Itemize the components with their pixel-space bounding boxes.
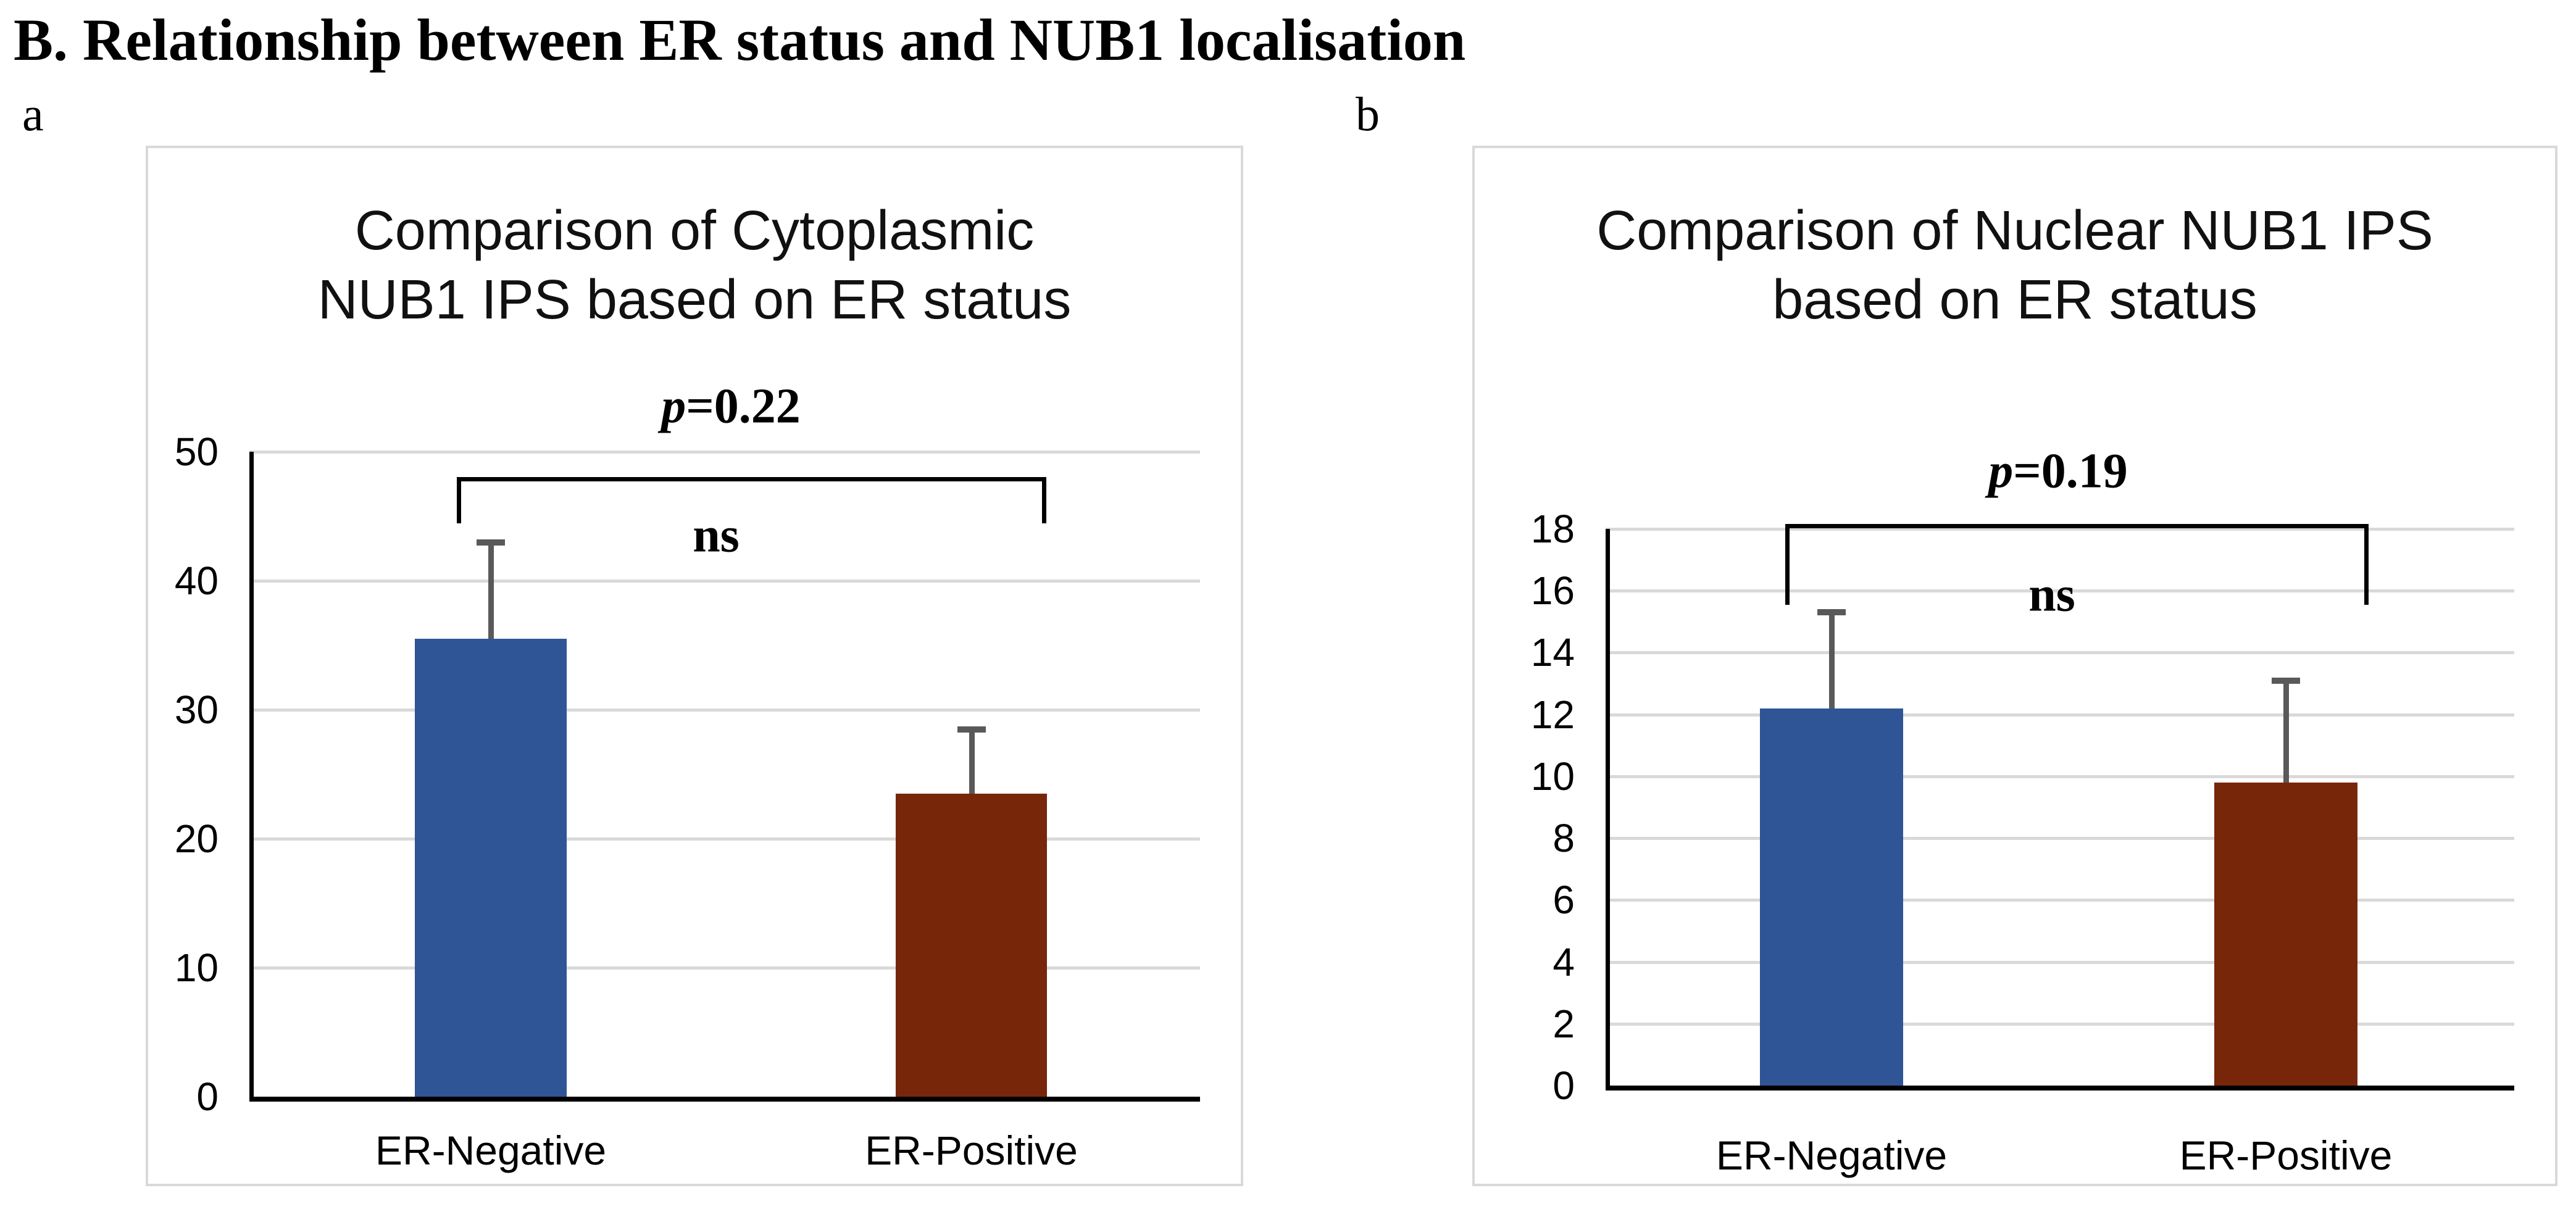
gridline-y-6 bbox=[1606, 899, 2514, 902]
x-axis-category-label: ER-Negative bbox=[375, 1128, 607, 1173]
x-axis-line bbox=[1606, 1086, 2514, 1091]
error-bar-line-er-negative bbox=[1829, 609, 1835, 708]
panel-a-marker: a bbox=[22, 87, 44, 141]
error-bar-line-er-negative bbox=[488, 539, 494, 639]
x-axis-category-label: ER-Negative bbox=[1715, 1132, 1948, 1178]
y-axis-tick-label-20: 20 bbox=[174, 816, 219, 861]
error-bar-cap-er-negative bbox=[1817, 609, 1846, 616]
error-bar-cap-er-positive bbox=[2272, 677, 2300, 684]
gridline-y-14 bbox=[1606, 651, 2514, 655]
y-axis-tick-label-0: 0 bbox=[1553, 1063, 1575, 1108]
x-axis-line bbox=[249, 1097, 1200, 1102]
p-symbol: p bbox=[661, 379, 686, 434]
y-axis-line bbox=[1606, 529, 1610, 1091]
y-axis-tick-label-18: 18 bbox=[1530, 507, 1575, 551]
y-axis-tick-label-16: 16 bbox=[1530, 568, 1575, 613]
p-value-label: p=0.22 bbox=[661, 379, 801, 435]
y-axis-tick-label-14: 14 bbox=[1530, 630, 1575, 675]
y-axis-tick-label-10: 10 bbox=[1530, 754, 1575, 799]
y-axis-tick-label-6: 6 bbox=[1553, 878, 1575, 923]
y-axis-line bbox=[249, 452, 254, 1102]
y-axis-tick-label-12: 12 bbox=[1530, 692, 1575, 737]
ns-label: ns bbox=[2028, 567, 2075, 622]
error-bar-cap-er-negative bbox=[477, 539, 505, 546]
y-axis-tick-label-30: 30 bbox=[174, 688, 219, 732]
gridline-y-20 bbox=[249, 837, 1200, 841]
p-symbol: p bbox=[1988, 444, 2014, 499]
p-value-text: =0.19 bbox=[2013, 444, 2128, 499]
y-axis-tick-label-2: 2 bbox=[1553, 1001, 1575, 1046]
y-axis-tick-label-50: 50 bbox=[174, 430, 219, 474]
gridline-y-10 bbox=[249, 966, 1200, 970]
significance-bracket-top bbox=[457, 477, 1046, 481]
bar-er-positive bbox=[896, 793, 1047, 1097]
ns-label: ns bbox=[693, 508, 740, 563]
chart-title-line: Comparison of Cytoplasmic bbox=[354, 200, 1035, 262]
chart-title-line: NUB1 IPS based on ER status bbox=[317, 269, 1072, 331]
significance-bracket-right-leg bbox=[2364, 524, 2369, 605]
gridline-y-10 bbox=[1606, 775, 2514, 778]
significance-bracket-left-leg bbox=[1785, 524, 1790, 605]
y-axis-tick-label-4: 4 bbox=[1553, 939, 1575, 984]
chart-title-line: Comparison of Nuclear NUB1 IPS bbox=[1596, 200, 2433, 262]
gridline-y-8 bbox=[1606, 837, 2514, 841]
gridline-y-40 bbox=[249, 580, 1200, 583]
chart-title: Comparison of Cytoplasmic NUB1 IPS based … bbox=[148, 196, 1241, 334]
significance-bracket-top bbox=[1785, 524, 2369, 528]
x-axis-category-label: ER-Positive bbox=[865, 1128, 1078, 1173]
gridline-y-50 bbox=[249, 451, 1200, 454]
p-value-label: p=0.19 bbox=[1988, 444, 2128, 500]
bar-er-negative bbox=[1760, 708, 1903, 1086]
y-axis-tick-label-8: 8 bbox=[1553, 816, 1575, 861]
p-value-text: =0.22 bbox=[686, 379, 801, 434]
significance-bracket-left-leg bbox=[457, 477, 461, 523]
gridline-y-4 bbox=[1606, 960, 2514, 964]
panel-b-marker: b bbox=[1356, 87, 1380, 141]
significance-bracket-right-leg bbox=[1042, 477, 1046, 523]
bar-er-positive bbox=[2214, 782, 2357, 1086]
chart-title-line: based on ER status bbox=[1772, 269, 2257, 331]
y-axis-tick-label-40: 40 bbox=[174, 559, 219, 603]
y-axis-tick-label-10: 10 bbox=[174, 945, 219, 990]
error-bar-line-er-positive bbox=[969, 726, 975, 794]
error-bar-cap-er-positive bbox=[957, 726, 986, 733]
x-axis-category-label: ER-Positive bbox=[2179, 1132, 2393, 1178]
chart-title: Comparison of Nuclear NUB1 IPS based on E… bbox=[1475, 196, 2555, 334]
gridline-y-30 bbox=[249, 708, 1200, 712]
bar-er-negative bbox=[415, 639, 567, 1097]
figure-heading: B. Relationship between ER status and NU… bbox=[14, 7, 1466, 73]
error-bar-line-er-positive bbox=[2283, 677, 2289, 783]
gridline-y-2 bbox=[1606, 1022, 2514, 1026]
gridline-y-16 bbox=[1606, 589, 2514, 593]
gridline-y-12 bbox=[1606, 713, 2514, 717]
chart-panel-b: Comparison of Nuclear NUB1 IPS based on E… bbox=[1472, 146, 2557, 1186]
gridline-y-18 bbox=[1606, 528, 2514, 531]
chart-panel-a: Comparison of Cytoplasmic NUB1 IPS based … bbox=[146, 146, 1243, 1186]
y-axis-tick-label-0: 0 bbox=[196, 1074, 219, 1119]
